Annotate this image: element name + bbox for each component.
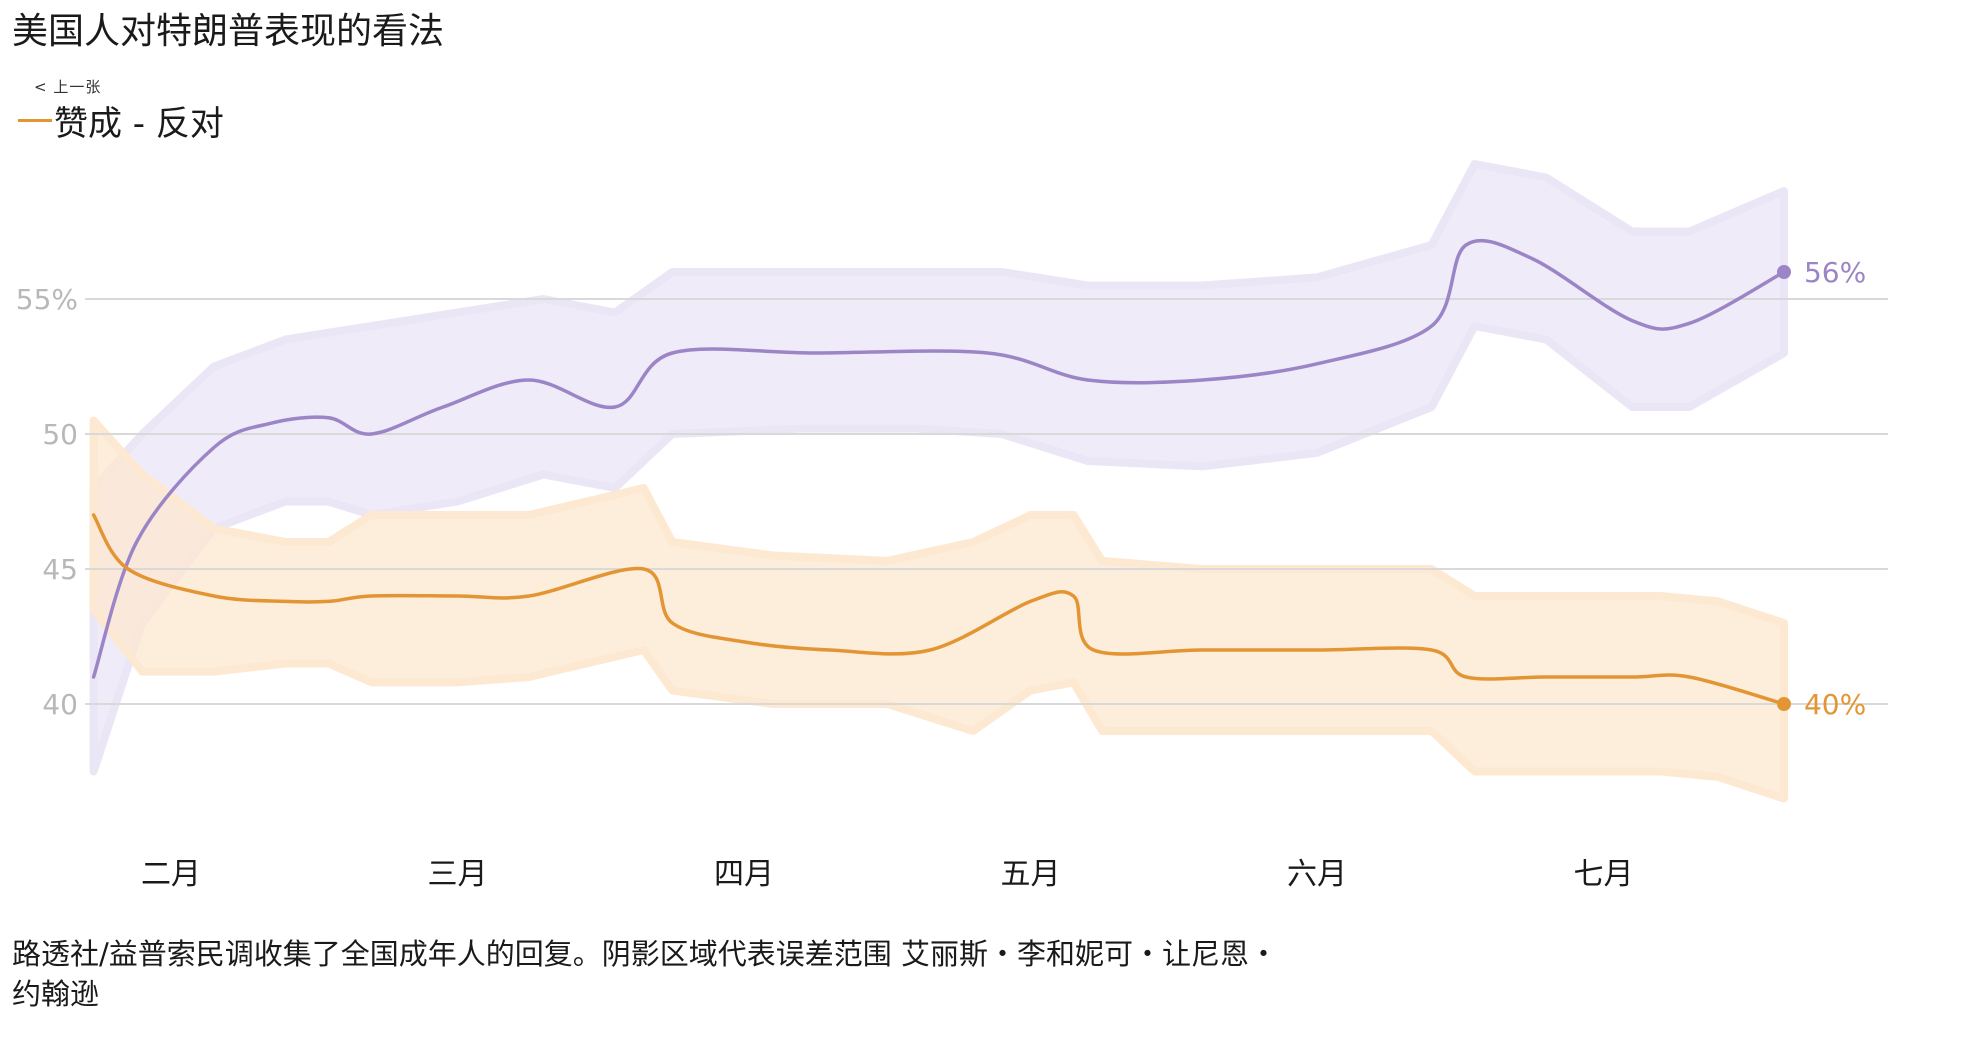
disapprove-end-point: [1776, 265, 1791, 279]
disapprove-end-label: 56%: [1804, 256, 1866, 289]
x-tick-label: 二月: [141, 857, 201, 892]
y-tick-label: 45: [42, 553, 78, 586]
chart-caption: 路透社/益普索民调收集了全国成年人的回复。阴影区域代表误差范围 艾丽斯・李和妮可…: [12, 937, 1278, 1011]
approve-end-point: [1776, 697, 1791, 711]
x-tick-label: 七月: [1573, 857, 1633, 892]
chart-title: 美国人对特朗普表现的看法: [12, 11, 445, 52]
legend: 赞成 - 反对: [18, 96, 224, 144]
y-tick-label: 50: [42, 418, 78, 451]
x-tick-label: 四月: [714, 857, 774, 892]
disapprove-line: [91, 238, 1786, 679]
y-tick-label: 55%: [16, 283, 78, 316]
previous-link[interactable]: < 上一张: [34, 78, 102, 96]
x-tick-label: 三月: [427, 857, 487, 892]
approve-end-label: 40%: [1804, 688, 1866, 721]
approve-line: [91, 513, 1786, 706]
x-tick-label: 五月: [1000, 857, 1060, 892]
y-tick-label: 40: [42, 688, 78, 721]
x-tick-label: 六月: [1287, 857, 1347, 892]
legend-swatch-approve: [18, 118, 52, 122]
legend-label: 赞成 - 反对: [54, 103, 224, 144]
disapprove-error-band: [89, 160, 1788, 776]
